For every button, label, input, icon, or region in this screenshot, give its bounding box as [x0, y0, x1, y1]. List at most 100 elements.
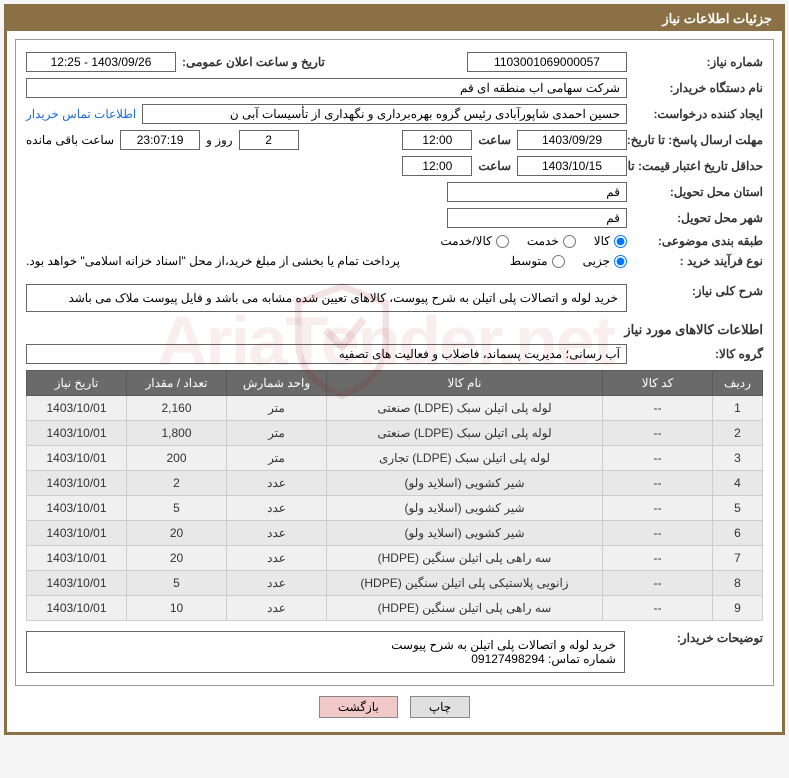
- cell-name: لوله پلی اتیلن سبک (LDPE) صنعتی: [327, 421, 603, 446]
- table-row: 7--سه راهی پلی اتیلن سنگین (HDPE)عدد2014…: [27, 546, 763, 571]
- cell-date: 1403/10/01: [27, 546, 127, 571]
- cell-n: 4: [713, 471, 763, 496]
- announce-label: تاریخ و ساعت اعلان عمومی:: [182, 55, 325, 69]
- deliver-city-label: شهر محل تحویل:: [633, 211, 763, 225]
- price-validity-label: حداقل تاریخ اعتبار قیمت: تا تاریخ:: [633, 159, 763, 173]
- subject-class-group: کالا خدمت کالا/خدمت: [440, 234, 627, 248]
- table-row: 3--لوله پلی اتیلن سبک (LDPE) تجاریمتر200…: [27, 446, 763, 471]
- cell-name: لوله پلی اتیلن سبک (LDPE) صنعتی: [327, 396, 603, 421]
- panel-title: جزئیات اطلاعات نیاز: [7, 7, 782, 31]
- cell-code: --: [603, 546, 713, 571]
- process-partial-item[interactable]: جزیی: [583, 254, 627, 268]
- cell-qty: 5: [127, 496, 227, 521]
- cell-n: 1: [713, 396, 763, 421]
- cell-code: --: [603, 496, 713, 521]
- th-date: تاریخ نیاز: [27, 371, 127, 396]
- cell-date: 1403/10/01: [27, 521, 127, 546]
- cell-qty: 10: [127, 596, 227, 621]
- cell-code: --: [603, 421, 713, 446]
- cell-date: 1403/10/01: [27, 471, 127, 496]
- cell-name: زانویی پلاستیکی پلی اتیلن سنگین (HDPE): [327, 571, 603, 596]
- group-field: آب رسانی؛ مدیریت پسماند، فاضلاب و فعالیت…: [26, 344, 627, 364]
- buyer-org-label: نام دستگاه خریدار:: [633, 81, 763, 95]
- process-group: جزیی متوسط: [510, 254, 627, 268]
- process-medium-radio[interactable]: [552, 255, 565, 268]
- days-word: روز و: [206, 133, 233, 147]
- remaining-tail: ساعت باقی مانده: [26, 133, 114, 147]
- process-partial-label: جزیی: [583, 254, 610, 268]
- th-unit: واحد شمارش: [227, 371, 327, 396]
- cell-qty: 2,160: [127, 396, 227, 421]
- price-date-field: 1403/10/15: [517, 156, 627, 176]
- panel-body: AriaTender.net شماره نیاز: 1103001069000…: [7, 31, 782, 732]
- cell-qty: 200: [127, 446, 227, 471]
- cell-name: لوله پلی اتیلن سبک (LDPE) تجاری: [327, 446, 603, 471]
- subject-class-label: طبقه بندی موضوعی:: [633, 234, 763, 248]
- requester-field: حسین احمدی شاپورآبادی رئیس گروه بهره‌برد…: [142, 104, 627, 124]
- class-khedmat-label: خدمت: [527, 234, 559, 248]
- deliver-province-field: قم: [447, 182, 627, 202]
- th-row: ردیف: [713, 371, 763, 396]
- cell-unit: عدد: [227, 496, 327, 521]
- reply-deadline-label: مهلت ارسال پاسخ: تا تاریخ:: [633, 133, 763, 147]
- cell-unit: متر: [227, 396, 327, 421]
- button-row: چاپ بازگشت: [15, 696, 774, 718]
- table-row: 4--شیر کشویی (اسلاید ولو)عدد21403/10/01: [27, 471, 763, 496]
- class-khedmat-radio[interactable]: [563, 235, 576, 248]
- group-label: گروه کالا:: [633, 347, 763, 361]
- cell-n: 7: [713, 546, 763, 571]
- th-name: نام کالا: [327, 371, 603, 396]
- cell-n: 8: [713, 571, 763, 596]
- cell-qty: 20: [127, 521, 227, 546]
- cell-code: --: [603, 471, 713, 496]
- cell-qty: 5: [127, 571, 227, 596]
- cell-n: 5: [713, 496, 763, 521]
- process-partial-radio[interactable]: [614, 255, 627, 268]
- cell-code: --: [603, 446, 713, 471]
- table-row: 8--زانویی پلاستیکی پلی اتیلن سنگین (HDPE…: [27, 571, 763, 596]
- buyer-note-label: توضیحات خریدار:: [633, 631, 763, 645]
- contact-link[interactable]: اطلاعات تماس خریدار: [26, 107, 136, 121]
- cell-name: شیر کشویی (اسلاید ولو): [327, 496, 603, 521]
- buyer-org-field: شرکت سهامی اب منطقه ای قم: [26, 78, 627, 98]
- cell-qty: 1,800: [127, 421, 227, 446]
- process-medium-item[interactable]: متوسط: [510, 254, 565, 268]
- cell-date: 1403/10/01: [27, 446, 127, 471]
- overall-desc-box: خرید لوله و اتصالات پلی اتیلن به شرح پیو…: [26, 284, 627, 312]
- cell-n: 9: [713, 596, 763, 621]
- th-code: کد کالا: [603, 371, 713, 396]
- cell-n: 6: [713, 521, 763, 546]
- cell-n: 2: [713, 421, 763, 446]
- class-kala-item[interactable]: کالا: [594, 234, 627, 248]
- cell-date: 1403/10/01: [27, 496, 127, 521]
- items-info-title: اطلاعات کالاهای مورد نیاز: [26, 322, 763, 338]
- th-qty: تعداد / مقدار: [127, 371, 227, 396]
- back-button[interactable]: بازگشت: [319, 696, 398, 718]
- class-kalakhedmat-radio[interactable]: [496, 235, 509, 248]
- table-row: 1--لوله پلی اتیلن سبک (LDPE) صنعتیمتر2,1…: [27, 396, 763, 421]
- cell-date: 1403/10/01: [27, 596, 127, 621]
- cell-code: --: [603, 396, 713, 421]
- cell-unit: عدد: [227, 546, 327, 571]
- class-khedmat-item[interactable]: خدمت: [527, 234, 576, 248]
- cell-name: سه راهی پلی اتیلن سنگین (HDPE): [327, 546, 603, 571]
- process-medium-label: متوسط: [510, 254, 548, 268]
- price-time-field: 12:00: [402, 156, 472, 176]
- days-remaining-field: 2: [239, 130, 299, 150]
- cell-code: --: [603, 521, 713, 546]
- cell-code: --: [603, 571, 713, 596]
- cell-date: 1403/10/01: [27, 421, 127, 446]
- payment-note: پرداخت تمام یا بخشی از مبلغ خرید،از محل …: [26, 254, 400, 268]
- requester-label: ایجاد کننده درخواست:: [633, 107, 763, 121]
- class-kalakhedmat-item[interactable]: کالا/خدمت: [440, 234, 508, 248]
- cell-unit: عدد: [227, 471, 327, 496]
- table-row: 6--شیر کشویی (اسلاید ولو)عدد201403/10/01: [27, 521, 763, 546]
- print-button[interactable]: چاپ: [410, 696, 470, 718]
- cell-qty: 20: [127, 546, 227, 571]
- cell-qty: 2: [127, 471, 227, 496]
- process-label: نوع فرآیند خرید :: [633, 254, 763, 268]
- table-header-row: ردیف کد کالا نام کالا واحد شمارش تعداد /…: [27, 371, 763, 396]
- cell-unit: عدد: [227, 521, 327, 546]
- class-kala-radio[interactable]: [614, 235, 627, 248]
- reply-date-field: 1403/09/29: [517, 130, 627, 150]
